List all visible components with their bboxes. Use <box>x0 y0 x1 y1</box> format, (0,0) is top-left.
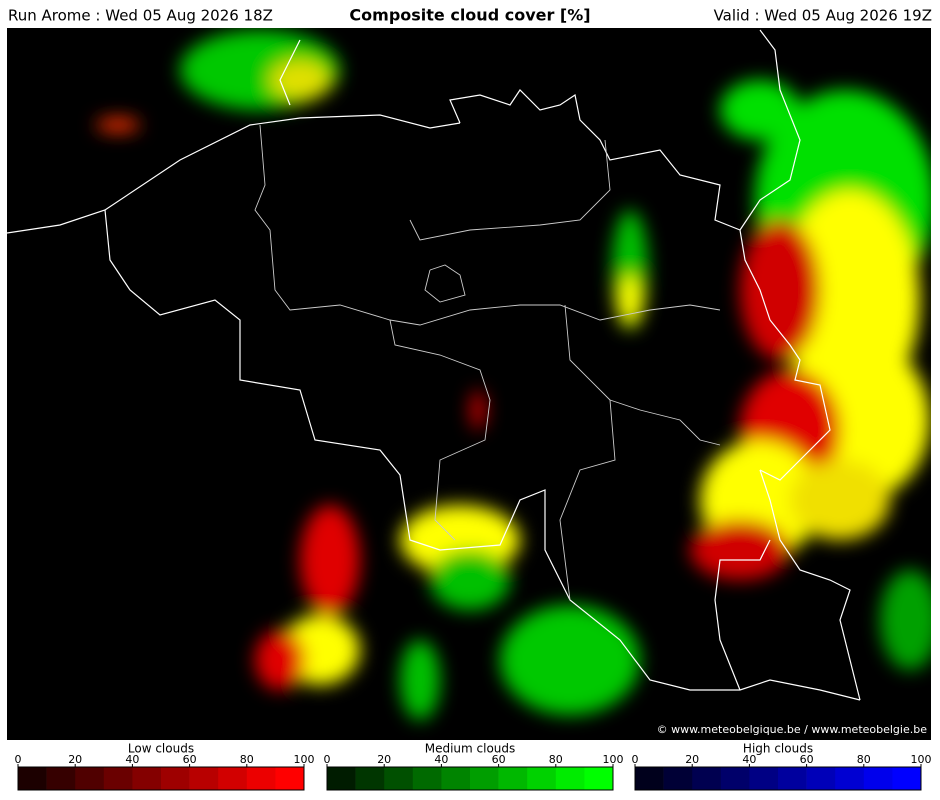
legend-swatch <box>778 767 807 790</box>
legend-tick-label: 100 <box>911 753 932 766</box>
legend-tick-label: 40 <box>125 753 139 766</box>
legend-swatch <box>384 767 414 790</box>
legend-tick-label: 20 <box>68 753 82 766</box>
legend-swatch <box>470 767 499 790</box>
legend-swatch <box>635 767 664 790</box>
legend-tick-label: 0 <box>324 753 331 766</box>
legend-swatch <box>584 767 614 790</box>
legend-swatch <box>720 767 750 790</box>
legend-swatch <box>18 767 47 790</box>
legend-tick-label: 80 <box>549 753 563 766</box>
legend-tick-label: 60 <box>800 753 814 766</box>
borders <box>7 29 861 701</box>
legend-tick-label: 40 <box>742 753 756 766</box>
legend-tick-label: 20 <box>685 753 699 766</box>
legend-tick-label: 0 <box>15 753 22 766</box>
legend-tick-label: 100 <box>294 753 315 766</box>
legend-swatch <box>892 767 922 790</box>
legend-swatch <box>46 767 76 790</box>
legend-title: Medium clouds <box>425 742 516 756</box>
legend-swatch <box>663 767 693 790</box>
legend-swatch <box>527 767 557 790</box>
legend-tick-label: 100 <box>603 753 624 766</box>
legend-tick-label: 60 <box>183 753 197 766</box>
legend-swatch <box>75 767 105 790</box>
legend-swatch <box>132 767 162 790</box>
legends: Low clouds 0 20 40 60 80 100 Medium clouds 0 20 40… <box>15 742 932 791</box>
provinces <box>254 124 721 601</box>
legend-swatch <box>806 767 836 790</box>
legend-swatch <box>161 767 190 790</box>
legend-swatch <box>555 767 585 790</box>
legend-swatch <box>355 767 385 790</box>
legend-swatch <box>189 767 219 790</box>
legend-swatch <box>863 767 893 790</box>
legend-swatch <box>103 767 133 790</box>
legend-swatch <box>749 767 779 790</box>
valid-label: Valid : Wed 05 Aug 2026 19Z <box>714 7 932 25</box>
legend-tick-label: 0 <box>632 753 639 766</box>
legend-swatch <box>275 767 305 790</box>
legend-tick-label: 80 <box>240 753 254 766</box>
run-label: Run Arome : Wed 05 Aug 2026 18Z <box>8 7 273 25</box>
credit: © www.meteobelgique.be / www.meteobelgie… <box>657 723 928 736</box>
legend-swatch <box>412 767 442 790</box>
legend-swatch <box>835 767 865 790</box>
legend-swatch <box>246 767 276 790</box>
map-title: Composite cloud cover [%] <box>349 6 590 25</box>
legend-tick-label: 40 <box>434 753 448 766</box>
legend-swatch <box>692 767 722 790</box>
legend-swatch <box>498 767 528 790</box>
legend-frame <box>17 766 305 791</box>
legend-frame <box>326 766 614 791</box>
legend-title: Low clouds <box>128 742 194 756</box>
legend-tick-label: 60 <box>492 753 506 766</box>
legend-swatch <box>327 767 356 790</box>
legend-frame <box>634 766 922 791</box>
legend-title: High clouds <box>743 742 813 756</box>
legend-tick-label: 20 <box>377 753 391 766</box>
map: © www.meteobelgique.be / www.meteobelgie… <box>7 28 931 740</box>
legend-tick-label: 80 <box>857 753 871 766</box>
legend-swatch <box>218 767 248 790</box>
legend-swatch <box>441 767 471 790</box>
